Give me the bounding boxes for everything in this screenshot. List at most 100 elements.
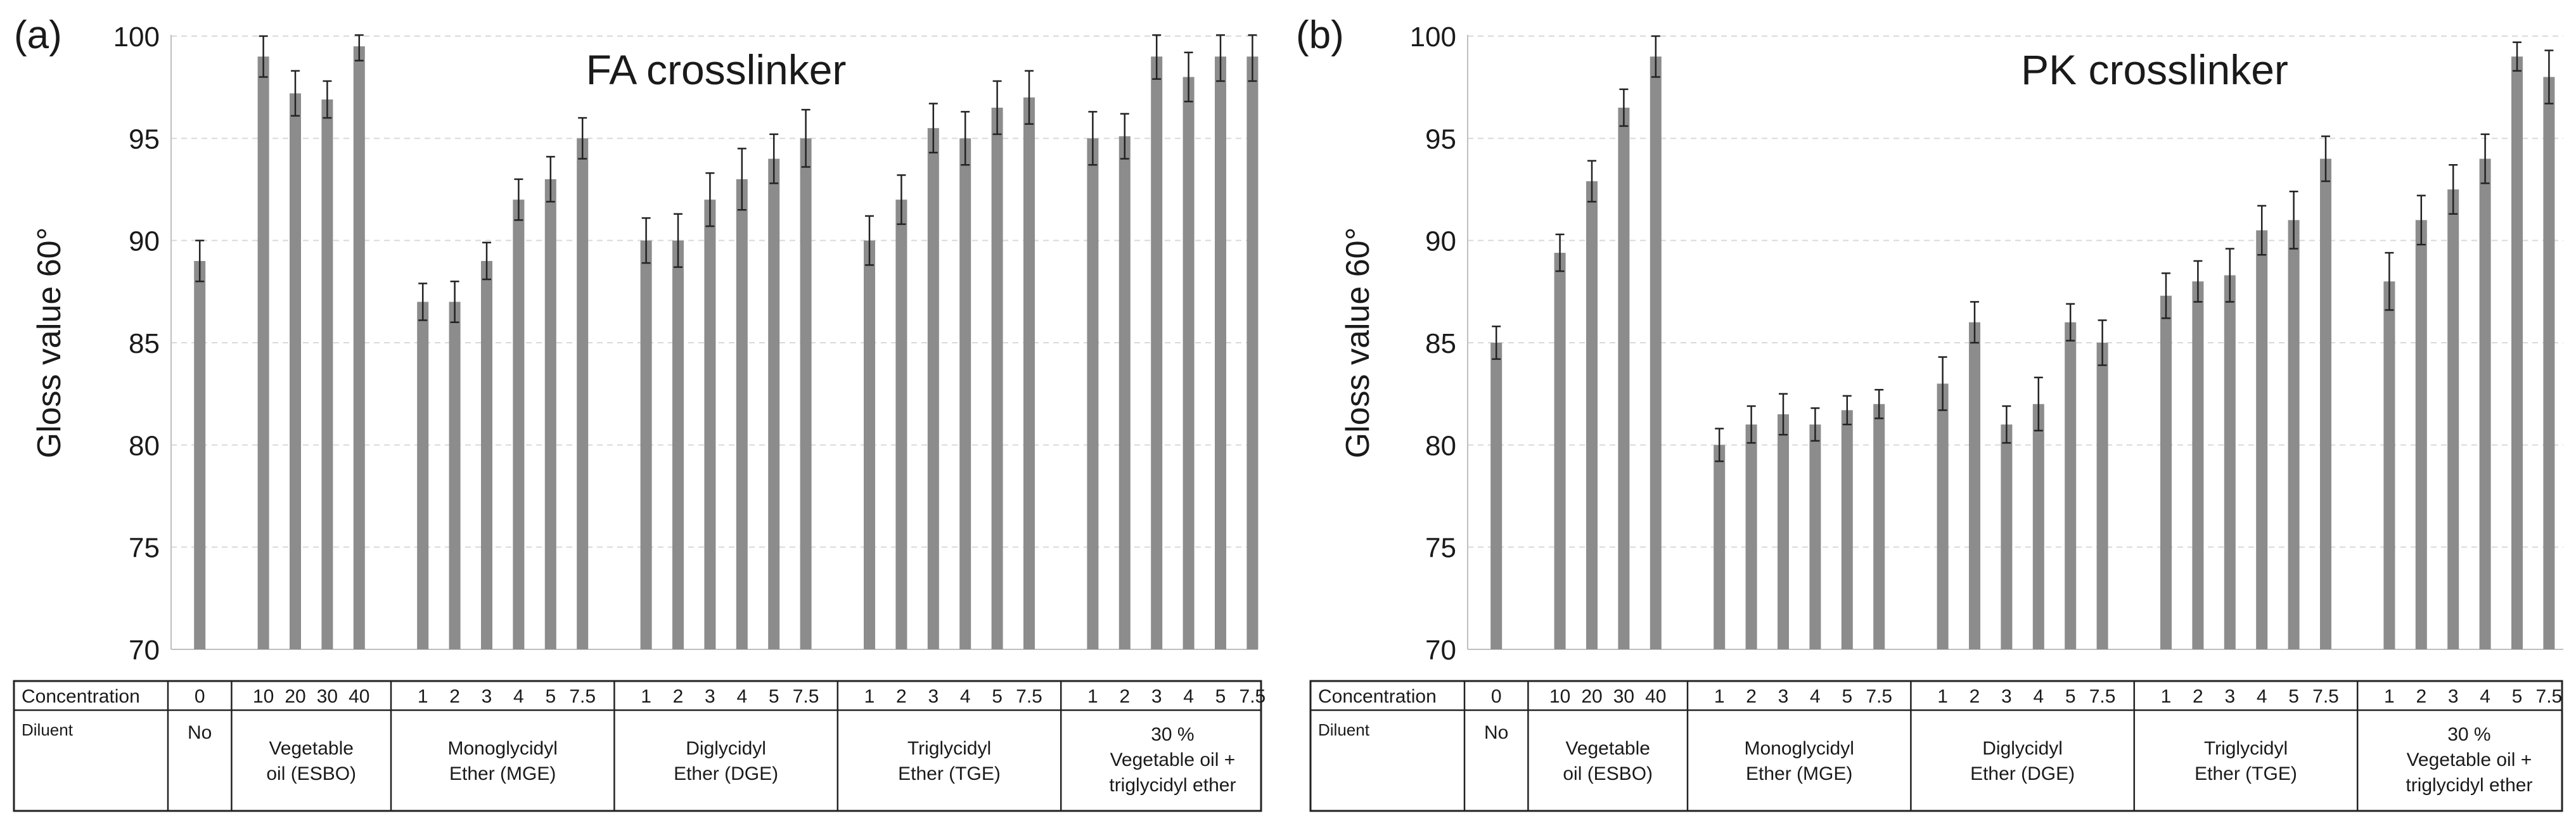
- y-tick-label: 70: [129, 635, 160, 666]
- diluent-name: Monoglycidyl: [1744, 738, 1854, 759]
- bar: [1745, 424, 1757, 649]
- y-axis-label: Gloss value 60°: [1340, 227, 1376, 459]
- bar: [895, 200, 907, 650]
- y-tick-label: 95: [129, 124, 160, 155]
- concentration-value: 7.5: [2089, 686, 2116, 707]
- bar: [1937, 383, 1949, 649]
- bar: [577, 138, 589, 650]
- concentration-value: 1: [864, 686, 875, 707]
- bar: [704, 200, 716, 650]
- concentration-value: 7.5: [793, 686, 819, 707]
- bar: [2288, 220, 2300, 649]
- concentration-value: 3: [705, 686, 715, 707]
- bar: [1873, 404, 1885, 649]
- concentration-value: 10: [253, 686, 274, 707]
- concentration-value: 1: [418, 686, 428, 707]
- diluent-name: triglycidyl ether: [2406, 775, 2532, 796]
- concentration-value: 5: [545, 686, 556, 707]
- bar: [672, 240, 684, 650]
- concentration-value: 30: [317, 686, 338, 707]
- bar: [1182, 77, 1195, 650]
- bar: [2032, 404, 2044, 649]
- concentration-value: 4: [2033, 686, 2044, 707]
- diluent-name: triglycidyl ether: [1109, 775, 1236, 796]
- concentration-row-label: Concentration: [1318, 686, 1437, 707]
- bar: [1586, 181, 1598, 649]
- concentration-value: 5: [2065, 686, 2076, 707]
- bar: [2256, 230, 2268, 649]
- bar: [1023, 97, 1035, 650]
- bar: [1246, 56, 1259, 650]
- chart-title: PK crosslinker: [2021, 46, 2288, 93]
- bar: [321, 99, 333, 649]
- diluent-name: No: [188, 722, 212, 743]
- concentration-value: 4: [736, 686, 747, 707]
- concentration-value: 5: [2512, 686, 2523, 707]
- concentration-value: 7.5: [1016, 686, 1042, 707]
- concentration-value: 3: [2224, 686, 2235, 707]
- bar: [959, 138, 971, 650]
- bar: [2447, 189, 2459, 649]
- bar: [1215, 56, 1226, 650]
- diluent-name: oil (ESBO): [1563, 763, 1653, 784]
- concentration-value: 4: [1183, 686, 1194, 707]
- y-tick-label: 90: [1425, 226, 1456, 257]
- concentration-value: 2: [896, 686, 907, 707]
- concentration-value: 3: [1778, 686, 1789, 707]
- bar: [194, 260, 206, 649]
- diluent-name: Vegetable oil +: [2407, 749, 2532, 770]
- concentration-value: 2: [1746, 686, 1757, 707]
- bar: [353, 46, 365, 650]
- y-tick-label: 75: [129, 533, 160, 564]
- diluent-name: Ether (TGE): [2195, 763, 2297, 784]
- bar: [290, 93, 301, 649]
- concentration-value: 4: [2257, 686, 2267, 707]
- diluent-name: Ether (MGE): [449, 763, 556, 784]
- concentration-value: 5: [769, 686, 779, 707]
- concentration-value: 2: [1119, 686, 1130, 707]
- diluent-name: Ether (TGE): [898, 763, 1001, 784]
- bar: [927, 128, 939, 649]
- concentration-value: 10: [1549, 686, 1570, 707]
- concentration-value: 3: [2448, 686, 2459, 707]
- diluent-name: 30 %: [2447, 724, 2490, 745]
- bar: [640, 240, 652, 650]
- concentration-value: 1: [1087, 686, 1098, 707]
- bar: [481, 260, 492, 649]
- concentration-value: 1: [1937, 686, 1948, 707]
- concentration-value: 5: [1842, 686, 1852, 707]
- y-tick-label: 80: [1425, 430, 1456, 461]
- diluent-name: Triglycidyl: [2204, 738, 2288, 759]
- bar: [1151, 56, 1163, 650]
- diluent-name: 30 %: [1151, 724, 1194, 745]
- bar: [2479, 158, 2491, 650]
- bar: [2383, 281, 2395, 649]
- concentration-value: 20: [285, 686, 305, 707]
- concentration-value: 5: [992, 686, 1003, 707]
- bar: [2511, 56, 2523, 650]
- y-tick-label: 70: [1425, 635, 1456, 666]
- y-tick-label: 100: [113, 22, 160, 53]
- bar: [2160, 295, 2172, 650]
- bar: [417, 302, 429, 649]
- bar: [768, 158, 780, 650]
- bar: [1087, 138, 1099, 650]
- diluent-name: Diglycidyl: [1982, 738, 2063, 759]
- bar: [1714, 445, 1726, 649]
- bar: [1969, 322, 1980, 649]
- concentration-value: 5: [1215, 686, 1226, 707]
- concentration-value: 2: [673, 686, 684, 707]
- concentration-value: 1: [1714, 686, 1725, 707]
- bar: [864, 240, 875, 650]
- bar: [257, 56, 269, 650]
- diluent-name: Vegetable: [1565, 738, 1650, 759]
- bar: [2065, 322, 2077, 649]
- concentration-value: 2: [449, 686, 460, 707]
- bar: [800, 138, 812, 650]
- table-border: [13, 680, 1262, 812]
